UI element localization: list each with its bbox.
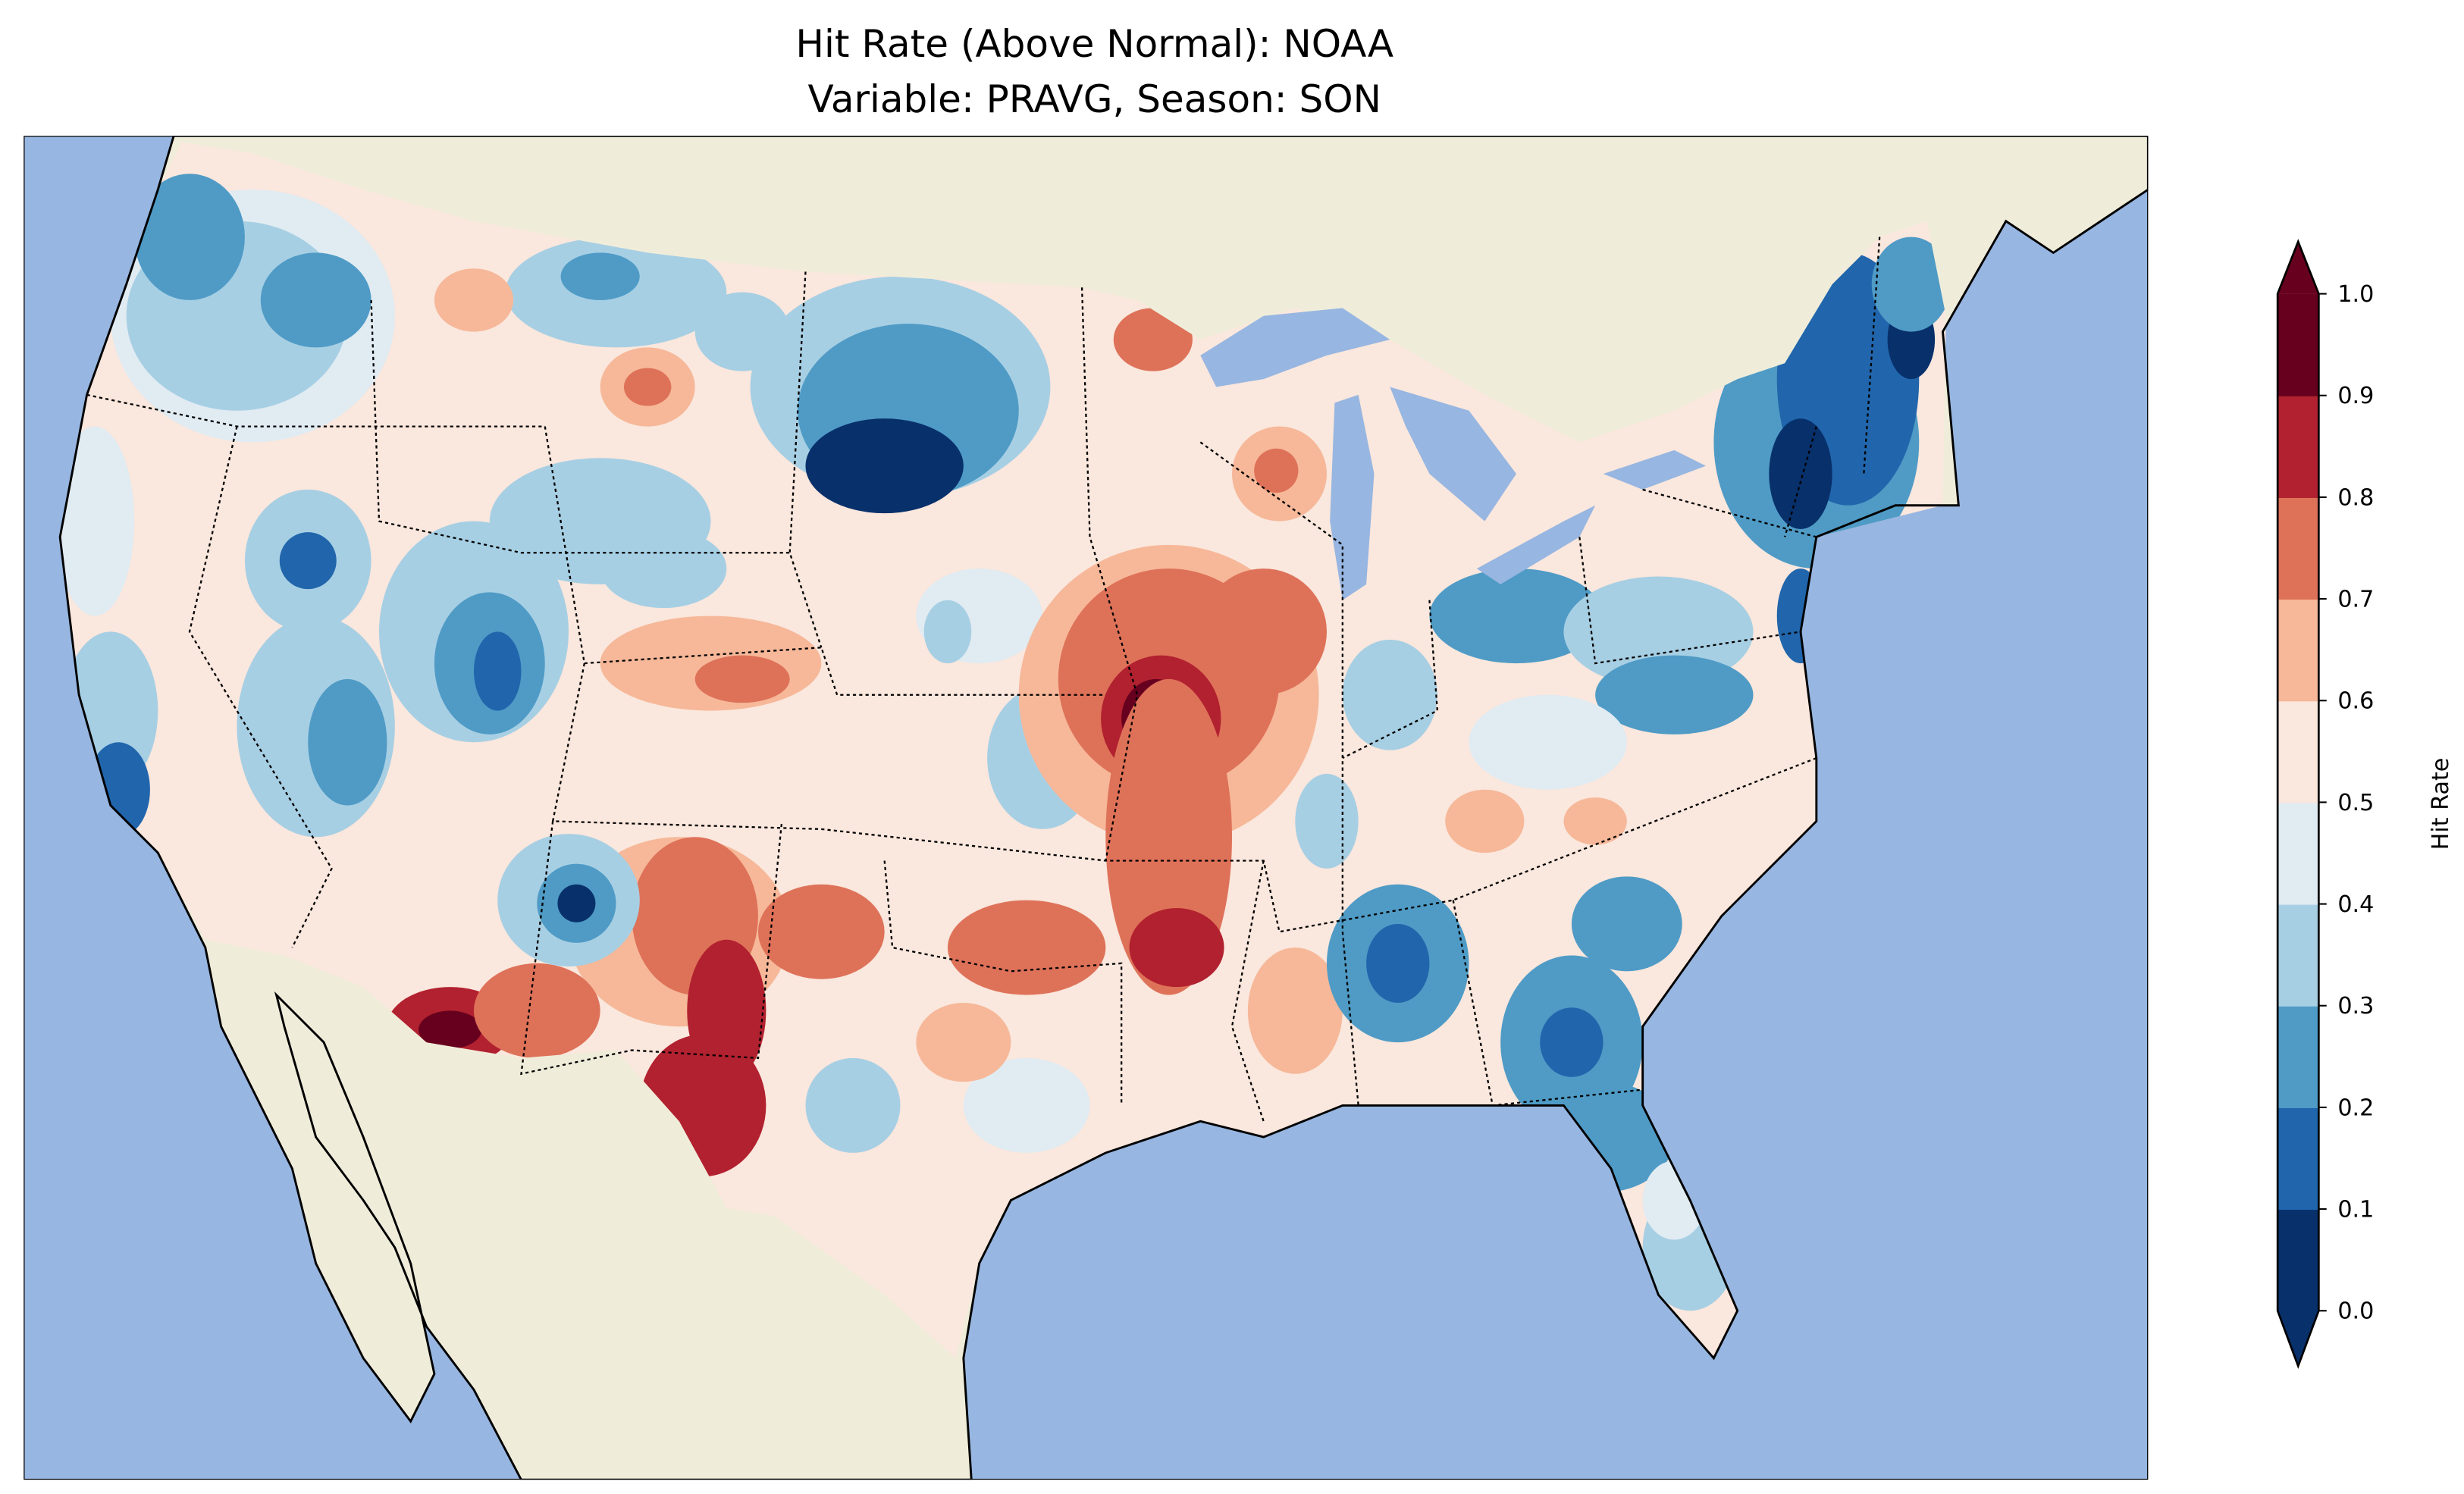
hit-rate-patch	[916, 1003, 1011, 1082]
hit-rate-patch	[1595, 655, 1754, 734]
hit-rate-patch	[474, 963, 600, 1058]
colorbar-tick-label: 0.4	[2337, 891, 2374, 918]
hit-rate-patch	[1769, 418, 1832, 529]
hit-rate-patch	[805, 1057, 901, 1153]
hit-rate-patch	[758, 884, 885, 979]
hit-rate-patch	[1429, 568, 1603, 664]
state-borders	[86, 236, 1881, 1122]
lake-michigan	[1330, 394, 1375, 600]
hit-rate-patch	[434, 268, 514, 332]
great-lakes	[1200, 308, 1706, 600]
hit-rate-patch	[1254, 448, 1299, 493]
hit-rate-patch	[623, 368, 672, 406]
colorbar-segment	[2277, 802, 2319, 905]
hit-rate-patch	[1129, 908, 1224, 988]
hit-rate-patch	[923, 600, 972, 664]
colorbar-tick-label: 0.6	[2337, 688, 2374, 715]
colorbar-tick-label: 0.0	[2337, 1298, 2374, 1325]
hit-rate-patch	[474, 631, 522, 711]
colorbar-segment	[2277, 599, 2319, 702]
hit-rate-patch	[963, 1057, 1090, 1153]
colorbar-segment	[2277, 1209, 2319, 1312]
hit-rate-patch	[1342, 639, 1437, 750]
hit-rate-patch	[1571, 876, 1682, 972]
hit-rate-patch	[1563, 797, 1627, 845]
hit-rate-patch	[1247, 947, 1343, 1074]
lake-superior	[1200, 308, 1390, 387]
colorbar-extend-min	[2277, 1311, 2319, 1367]
colorbar-tick-label: 1.0	[2337, 281, 2374, 308]
hit-rate-patch	[1445, 789, 1525, 853]
hit-rate-patch	[1200, 568, 1327, 695]
hit-rate-patch	[805, 418, 964, 514]
coastline	[58, 136, 2149, 1480]
hit-rate-patch	[60, 426, 135, 616]
hit-rate-patch	[557, 884, 596, 922]
hit-rate-field	[60, 174, 1946, 1311]
colorbar-segment	[2277, 1005, 2319, 1108]
hit-rate-patch	[260, 252, 371, 348]
colorbar-tick-label: 0.9	[2337, 383, 2374, 409]
colorbar-extend-max	[2277, 241, 2319, 294]
hit-rate-patch	[1540, 1007, 1603, 1077]
lake-ontario	[1603, 449, 1706, 490]
lake-erie	[1476, 505, 1596, 584]
hit-rate-patch	[1469, 694, 1627, 790]
hit-rate-patch	[1295, 773, 1359, 869]
colorbar-tick-label: 0.5	[2337, 790, 2374, 816]
hit-rate-patch	[419, 1010, 482, 1049]
hit-rate-patch	[948, 900, 1106, 995]
colorbar-segment	[2277, 1107, 2319, 1211]
hit-rate-patch	[1871, 236, 1946, 332]
hit-rate-patch	[1113, 308, 1193, 371]
colorbar-tick-label: 0.3	[2337, 993, 2374, 1019]
title-line-1: Hit Rate (Above Normal): NOAA	[795, 22, 1393, 66]
colorbar-segment	[2277, 293, 2319, 396]
hit-rate-patch	[279, 532, 337, 590]
hit-rate-patch	[134, 174, 245, 300]
colorbar-segment	[2277, 395, 2319, 498]
hit-rate-patch	[308, 678, 387, 806]
hit-rate-patch	[1366, 923, 1430, 1003]
colorbar-label: Hit Rate	[2428, 758, 2454, 850]
hit-rate-patch	[600, 529, 727, 609]
hit-rate-patch	[560, 252, 640, 300]
hit-rate-patch	[694, 655, 790, 703]
title-line-2: Variable: PRAVG, Season: SON	[808, 77, 1382, 121]
colorbar-tick-label: 0.7	[2337, 587, 2374, 613]
colorbar-tick-label: 0.8	[2337, 484, 2374, 511]
colorbar-segment	[2277, 700, 2319, 803]
colorbar-tick-label: 0.2	[2337, 1095, 2374, 1121]
lake-huron	[1390, 387, 1516, 521]
colorbar-tick-label: 0.1	[2337, 1196, 2374, 1223]
map-panel	[24, 136, 2149, 1480]
colorbar: 0.0 0.1 0.2 0.3 0.4 0.5 0.6 0.7 0.8 0.9 1.0 Hit Ra…	[2276, 239, 2454, 1370]
colorbar-segment	[2277, 496, 2319, 600]
colorbar-segment	[2277, 904, 2319, 1007]
